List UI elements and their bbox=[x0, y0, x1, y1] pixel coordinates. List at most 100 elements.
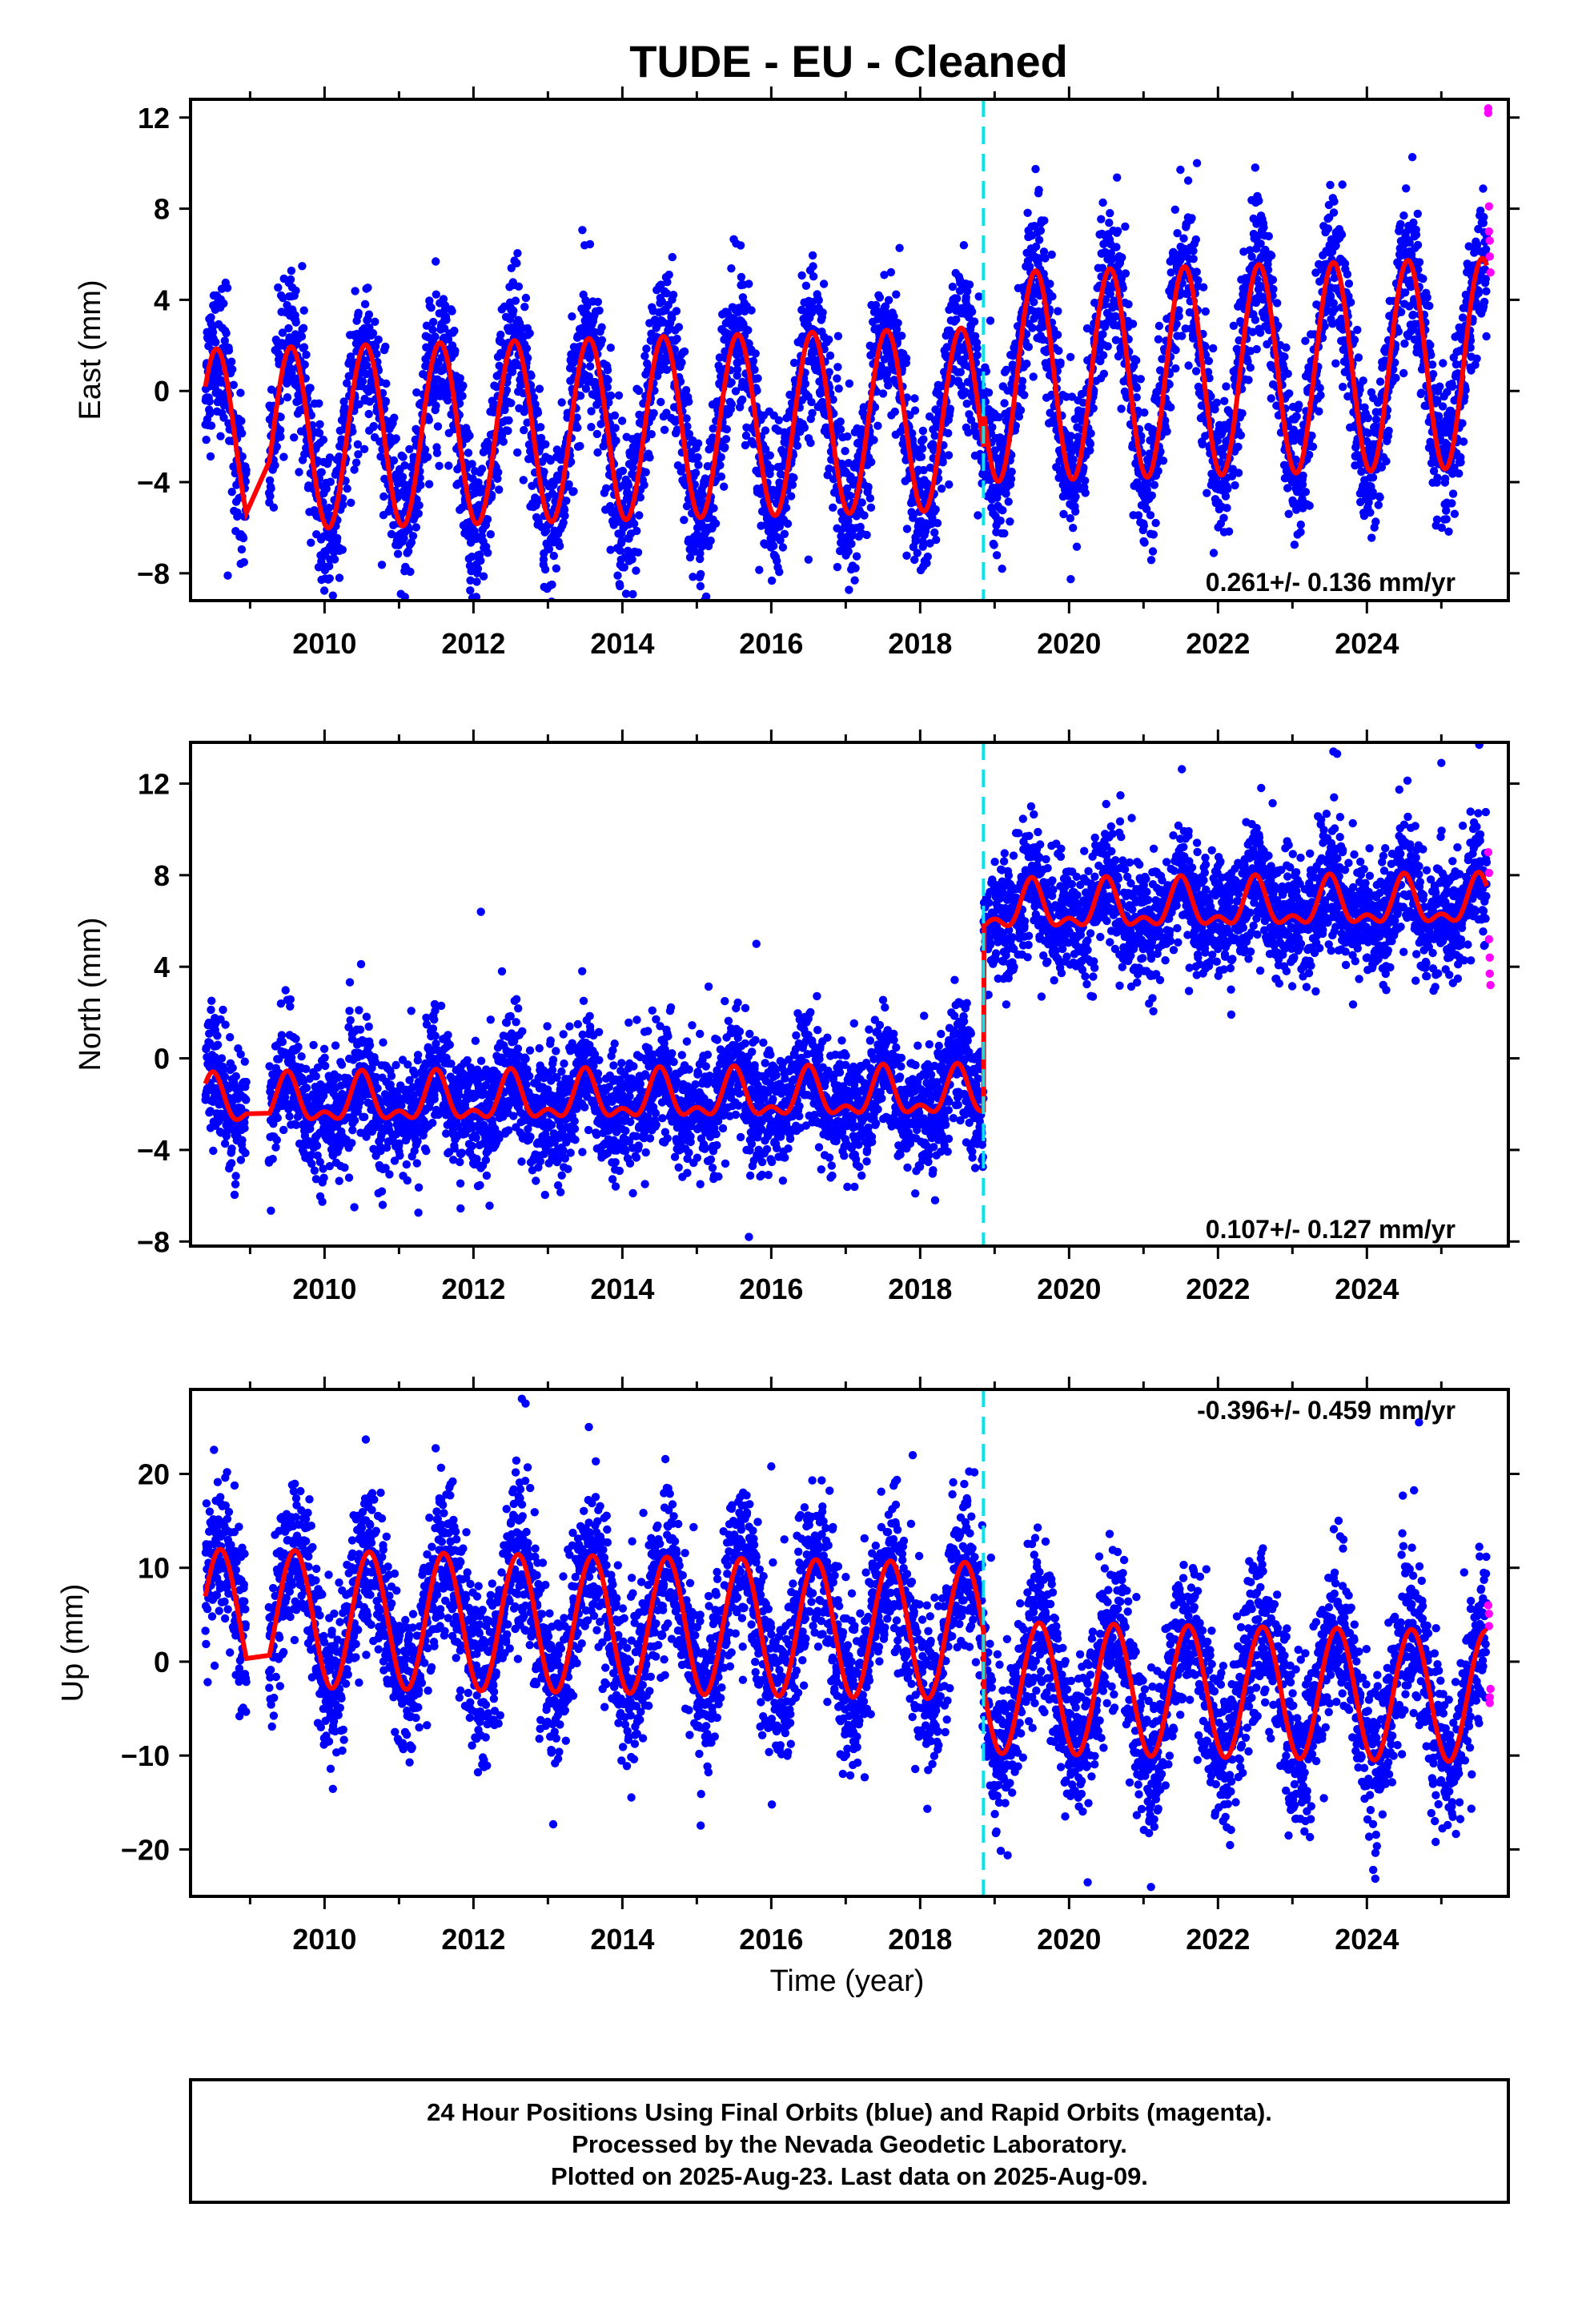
data-point bbox=[745, 279, 753, 288]
data-point bbox=[923, 552, 933, 561]
data-point bbox=[776, 536, 785, 545]
data-point bbox=[325, 574, 334, 583]
data-point bbox=[753, 386, 761, 395]
data-point bbox=[749, 356, 758, 366]
data-point bbox=[685, 553, 695, 562]
data-point bbox=[363, 283, 372, 292]
data-point bbox=[1128, 320, 1138, 328]
data-point bbox=[596, 420, 605, 428]
data-point bbox=[919, 435, 928, 444]
data-point bbox=[1224, 527, 1234, 536]
data-point bbox=[206, 452, 215, 461]
data-point bbox=[1368, 473, 1378, 482]
data-point bbox=[986, 316, 995, 325]
east-panel: 2010 2012 2014 2016 2018 2020 2022 2024−8−40481… bbox=[74, 86, 1520, 660]
data-point bbox=[613, 571, 622, 580]
data-point bbox=[789, 358, 799, 368]
data-point bbox=[662, 289, 671, 298]
data-point bbox=[412, 388, 421, 397]
data-point bbox=[1071, 507, 1080, 516]
data-point bbox=[228, 365, 237, 374]
data-point bbox=[825, 351, 835, 360]
data-point bbox=[833, 332, 843, 340]
data-point bbox=[1034, 235, 1044, 244]
data-point bbox=[1036, 226, 1046, 235]
data-point bbox=[525, 329, 534, 338]
data-point bbox=[1198, 440, 1207, 448]
data-point bbox=[1201, 307, 1211, 316]
data-point bbox=[606, 545, 615, 554]
data-point bbox=[1315, 384, 1324, 392]
data-point bbox=[1295, 400, 1303, 409]
data-point bbox=[620, 563, 628, 572]
data-point bbox=[507, 263, 516, 272]
data-point bbox=[593, 297, 602, 307]
data-point bbox=[400, 534, 408, 543]
data-point bbox=[360, 300, 370, 308]
data-point bbox=[1223, 504, 1231, 513]
data-point bbox=[275, 425, 285, 435]
data-point bbox=[1209, 344, 1218, 353]
data-point bbox=[751, 349, 760, 358]
data-point bbox=[1323, 224, 1333, 233]
data-point bbox=[1184, 361, 1193, 370]
data-point bbox=[412, 523, 420, 532]
data-point bbox=[439, 295, 448, 304]
data-point bbox=[886, 267, 896, 277]
data-point bbox=[325, 561, 334, 571]
data-point bbox=[731, 387, 741, 396]
data-point bbox=[959, 241, 969, 250]
data-point bbox=[737, 272, 746, 282]
data-point bbox=[283, 393, 292, 402]
data-point bbox=[372, 349, 381, 359]
data-point bbox=[747, 306, 756, 315]
data-point bbox=[407, 538, 416, 547]
data-point bbox=[466, 576, 475, 585]
data-point bbox=[560, 505, 569, 514]
data-point bbox=[1112, 243, 1121, 251]
data-point bbox=[755, 565, 764, 574]
data-point bbox=[597, 336, 607, 344]
data-point bbox=[753, 374, 762, 383]
data-point bbox=[476, 556, 485, 565]
data-point bbox=[641, 468, 650, 476]
data-point bbox=[1282, 343, 1291, 352]
data-point bbox=[913, 549, 922, 557]
data-point bbox=[946, 404, 955, 413]
data-point bbox=[414, 509, 423, 518]
data-point bbox=[539, 555, 548, 564]
data-point bbox=[1118, 253, 1126, 262]
data-point bbox=[897, 332, 906, 340]
data-point bbox=[595, 306, 604, 315]
data-point bbox=[786, 492, 796, 501]
data-point bbox=[1146, 556, 1156, 565]
data-point bbox=[938, 458, 947, 467]
data-point bbox=[845, 585, 853, 594]
data-point bbox=[224, 346, 234, 355]
data-point bbox=[1006, 475, 1016, 484]
data-point bbox=[1030, 298, 1038, 307]
data-point bbox=[548, 580, 556, 589]
data-point bbox=[592, 429, 601, 439]
data-point bbox=[833, 374, 841, 383]
data-point bbox=[333, 533, 342, 543]
data-point bbox=[319, 436, 328, 444]
data-point bbox=[829, 503, 837, 512]
data-point bbox=[797, 396, 806, 404]
data-point bbox=[1347, 298, 1355, 307]
data-point bbox=[1285, 389, 1294, 398]
data-point bbox=[845, 379, 854, 388]
data-point bbox=[711, 519, 721, 528]
data-point bbox=[1018, 376, 1027, 385]
data-point bbox=[1105, 219, 1114, 227]
data-point bbox=[364, 409, 373, 419]
data-point bbox=[1194, 275, 1203, 285]
data-point bbox=[775, 568, 784, 577]
data-point bbox=[869, 436, 878, 444]
data-point bbox=[353, 440, 363, 449]
data-point bbox=[1151, 518, 1160, 528]
data-point bbox=[685, 397, 693, 406]
data-point bbox=[635, 511, 644, 520]
data-point bbox=[427, 304, 436, 312]
data-point bbox=[381, 396, 390, 405]
